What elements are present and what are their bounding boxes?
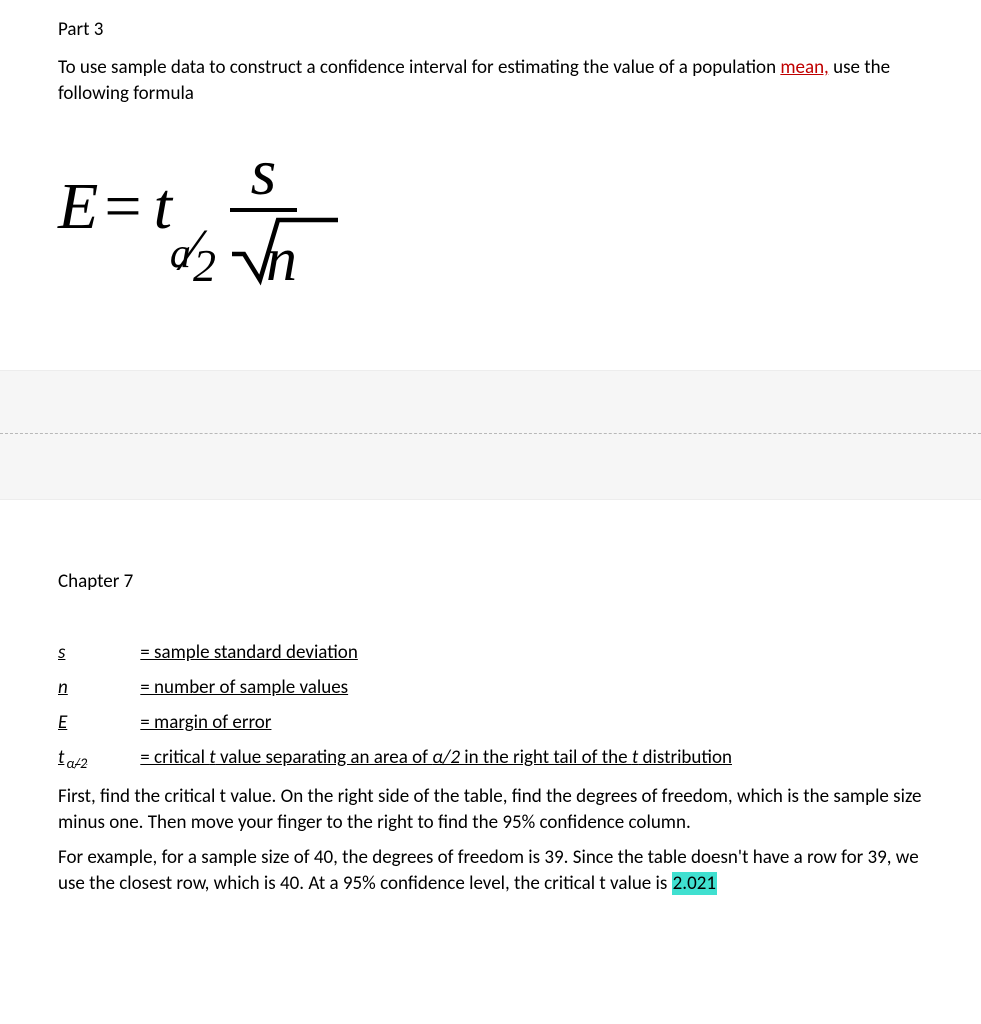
def-s: s = sample standard deviation bbox=[58, 641, 923, 664]
para2-before: For example, for a sample size of 40, th… bbox=[58, 846, 919, 895]
def-talpha-ital2: α/2 bbox=[432, 746, 460, 769]
def-talpha-mid2: in the right tail of the bbox=[460, 746, 632, 769]
def-n-symbol: n bbox=[58, 676, 136, 699]
formula-sub-denom: 2 bbox=[193, 243, 216, 289]
para2-highlight: 2.021 bbox=[672, 872, 717, 895]
intro-paragraph: To use sample data to construct a confid… bbox=[58, 55, 923, 106]
def-talpha-sub: α/2 bbox=[64, 754, 87, 772]
chapter-title: Chapter 7 bbox=[58, 570, 923, 593]
def-talpha: tα/2 = critical t value separating an ar… bbox=[58, 746, 923, 772]
def-talpha-text: = critical t value separating an area of… bbox=[140, 746, 732, 769]
def-n: n = number of sample values bbox=[58, 676, 923, 699]
def-E: E = margin of error bbox=[58, 711, 923, 734]
formula-t-group: t a ⁄ 2 bbox=[154, 174, 218, 240]
formula-block: E = t a ⁄ 2 s n bbox=[58, 134, 923, 280]
def-E-symbol: E bbox=[58, 711, 136, 734]
formula-denom: n bbox=[230, 212, 297, 286]
mean-underlined: mean, bbox=[780, 56, 828, 79]
page-break-dashed-line bbox=[0, 433, 981, 434]
paragraph-1: First, find the critical t value. On the… bbox=[58, 784, 923, 835]
formula-E: E bbox=[58, 174, 98, 240]
def-talpha-prefix: = critical bbox=[140, 746, 209, 769]
def-n-text: = number of sample values bbox=[140, 676, 348, 699]
def-s-symbol: s bbox=[58, 641, 136, 664]
def-talpha-symbol: tα/2 bbox=[58, 746, 136, 772]
def-talpha-suffix: distribution bbox=[638, 746, 732, 769]
def-E-text: = margin of error bbox=[140, 711, 271, 734]
page-upper: Part 3 To use sample data to construct a… bbox=[0, 18, 981, 280]
intro-before: To use sample data to construct a confid… bbox=[58, 56, 780, 79]
formula-t-subscript: a ⁄ 2 bbox=[170, 224, 216, 284]
paragraph-2: For example, for a sample size of 40, th… bbox=[58, 845, 923, 896]
formula-fraction: s n bbox=[230, 140, 297, 286]
def-talpha-mid: value separating an area of bbox=[216, 746, 433, 769]
page-break-band bbox=[0, 370, 981, 500]
page-lower: Chapter 7 s = sample standard deviation … bbox=[0, 570, 981, 896]
formula-sqrt-arg: n bbox=[266, 229, 297, 291]
formula-numer: s bbox=[237, 140, 291, 208]
part-title: Part 3 bbox=[58, 18, 923, 41]
formula-equals: = bbox=[104, 174, 141, 240]
def-s-text: = sample standard deviation bbox=[140, 641, 358, 664]
